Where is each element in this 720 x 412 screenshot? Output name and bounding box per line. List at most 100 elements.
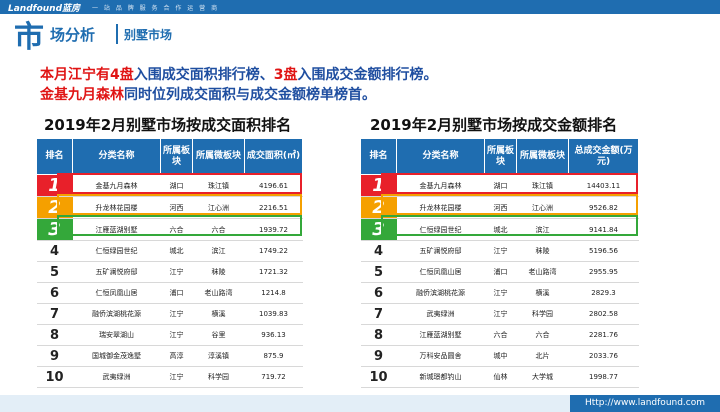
table-cell: 万科安品圆舍 [396,345,485,367]
table-cell: 城中 [484,345,517,367]
column-header: 所属板块 [160,138,193,175]
section-title: 场分析 [50,26,96,44]
rank-1-highlight [381,173,638,194]
table-cell: 1214.8 [244,282,303,304]
table-cell: 武夷绿洲 [72,366,161,388]
brand-slogan: 一 站 品 牌 服 务 合 作 运 营 商 [92,5,220,12]
headline-segment: 入围成交金额排行榜。 [297,67,438,83]
table-row: 7 融侨滨湖桃花源 江宁 横溪 1039.83 [36,303,303,325]
table-cell: 1039.83 [244,303,303,325]
rank-cell: 6 [36,282,73,304]
rank-2-highlight [381,194,638,215]
table-cell: 六合 [516,324,569,346]
rank-cell: 9 [36,345,73,367]
column-header: 所属板块 [484,138,517,175]
table-cell: 秣陵 [516,240,569,262]
table-cell: 仙林 [484,366,517,388]
section-subtitle: 别墅市场 [124,28,173,42]
rank-cell: 4 [36,240,73,262]
table-cell: 江宁 [484,303,517,325]
rank-3-highlight [381,215,638,236]
table-cell: 国城御金茂逸墅 [72,345,161,367]
table-cell: 2802.58 [568,303,639,325]
column-header: 所属微板块 [192,138,245,175]
footer-url[interactable]: Http://www.landfound.com [570,395,720,412]
table-cell: 2281.76 [568,324,639,346]
rank-cell: 1 [36,174,73,197]
rank-cell: 10 [360,366,397,388]
amount-table-title: 2019年2月别墅市场按成交金额排名 [370,116,618,134]
table-row: 4 仁恒绿园世纪 城北 滨江 1749.22 [36,240,303,262]
table-cell: 金基九月森林 [72,174,161,197]
table-cell: 江雁蓝湖别墅 [396,324,485,346]
table-cell: 六合 [484,324,517,346]
table-cell: 融侨滨湖桃花源 [72,303,161,325]
table-cell: 北片 [516,345,569,367]
rank-3-highlight [57,215,302,236]
table-row: 8 瑞安翠湖山 江宁 谷里 936.13 [36,324,303,346]
table-cell: 江宁 [160,324,193,346]
rank-cell: 6 [360,282,397,304]
table-cell: 江宁 [160,303,193,325]
table-cell: 湖口 [484,174,517,197]
rank-cell: 8 [360,324,397,346]
table-cell: 瑞安翠湖山 [72,324,161,346]
headline-segment: 入围成交面积排行榜、 [133,67,274,83]
rank-cell: 4 [360,240,397,262]
table-row: 7 武夷绿洲 江宁 科学园 2802.58 [360,303,639,325]
table-cell: 4196.61 [244,174,303,197]
column-header: 排名 [360,138,397,175]
top-bar: Landfound蓝房 一 站 品 牌 服 务 合 作 运 营 商 [0,0,720,14]
table-cell: 江宁 [160,366,193,388]
rank-cell: 1 [360,174,397,197]
table-row: 4 五矿澜悦府邸 江宁 秣陵 5196.56 [360,240,639,262]
table-cell: 江宁 [160,261,193,283]
table-cell: 湖口 [160,174,193,197]
table-cell: 秣陵 [192,261,245,283]
table-cell: 5196.56 [568,240,639,262]
section-title-big: 市 [14,20,44,55]
table-cell: 科学园 [516,303,569,325]
rank-cell: 10 [36,366,73,388]
table-cell: 1749.22 [244,240,303,262]
table-cell: 14403.11 [568,174,639,197]
table-row: 10 武夷绿洲 江宁 科学园 719.72 [36,366,303,388]
rank-cell: 7 [360,303,397,325]
rank-cell: 7 [36,303,73,325]
table-cell: 江宁 [484,282,517,304]
table-cell: 2829.3 [568,282,639,304]
column-header: 成交面积(㎡) [244,138,303,175]
table-cell: 936.13 [244,324,303,346]
column-header: 分类名称 [72,138,161,175]
table-cell: 江宁 [484,240,517,262]
table-cell: 1721.32 [244,261,303,283]
table-cell: 滨江 [192,240,245,262]
table-cell: 谷里 [192,324,245,346]
table-cell: 浦口 [160,282,193,304]
table-cell: 老山路湾 [192,282,245,304]
table-cell: 仁恒凤凰山居 [72,282,161,304]
table-cell: 淳溪镇 [192,345,245,367]
title-divider [116,24,118,44]
column-header: 分类名称 [396,138,485,175]
column-header: 总成交金额(万元) [568,138,639,175]
table-cell: 老山路湾 [516,261,569,283]
table-cell: 719.72 [244,366,303,388]
table-cell: 武夷绿洲 [396,303,485,325]
table-cell: 五矿澜悦府邸 [72,261,161,283]
table-row: 1 金基九月森林 湖口 珠江镇 4196.61 [36,174,303,197]
headline-segment: 3盘 [273,67,298,83]
table-row: 5 五矿澜悦府邸 江宁 秣陵 1721.32 [36,261,303,283]
table-cell: 高淳 [160,345,193,367]
rank-cell: 9 [360,345,397,367]
headline-segment: 本月江宁有 [40,67,110,83]
table-cell: 珠江镇 [516,174,569,197]
table-row: 6 融侨滨湖桃花源 江宁 横溪 2829.3 [360,282,639,304]
headline-segment: 金基九月森林 [40,87,124,103]
table-cell: 珠江镇 [192,174,245,197]
table-row: 1 金基九月森林 湖口 珠江镇 14403.11 [360,174,639,197]
table-row: 9 万科安品圆舍 城中 北片 2033.76 [360,345,639,367]
table-cell: 仁恒绿园世纪 [72,240,161,262]
brand-logo: Landfound蓝房 [8,4,81,14]
table-cell: 科学园 [192,366,245,388]
